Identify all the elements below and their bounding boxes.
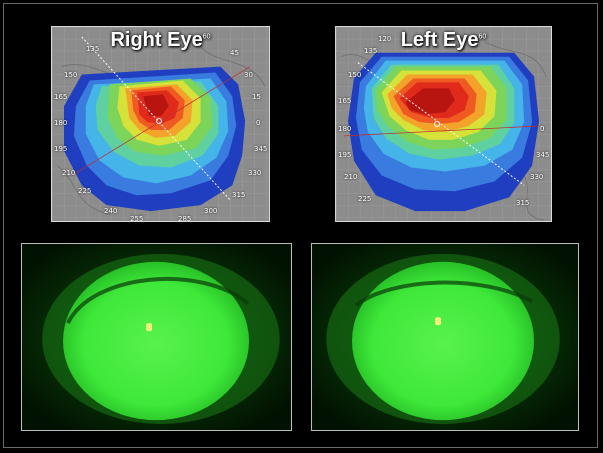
degree-label: 210 <box>344 173 358 181</box>
left-eye-photo-svg <box>312 244 578 430</box>
degree-label: 165 <box>54 93 68 101</box>
degree-label: 135 <box>364 47 378 55</box>
degree-label: 180 <box>338 125 352 133</box>
degree-label: 135 <box>86 45 100 53</box>
degree-label: 345 <box>536 151 550 159</box>
degree-label: 120 <box>378 35 392 43</box>
degree-label: 195 <box>54 145 68 153</box>
degree-label: 150 <box>348 71 362 79</box>
degree-label: 195 <box>338 151 352 159</box>
degree-label: 15 <box>252 93 261 101</box>
degree-label: 330 <box>530 173 544 181</box>
degree-label: 255 <box>130 215 144 222</box>
right-eye-photo-svg <box>22 244 291 430</box>
degree-label: 210 <box>62 169 76 177</box>
right-eye-fluorescein-photo <box>21 243 292 431</box>
degree-label: 285 <box>178 215 192 222</box>
degree-label: 315 <box>232 191 246 199</box>
left-eye-title: Left Eye60 <box>400 29 487 51</box>
left-eye-topography-map: Left Eye60 120 135 150 165 180 0 195 345… <box>335 26 552 222</box>
degree-label: 165 <box>338 97 352 105</box>
degree-label: 30 <box>244 71 253 79</box>
degree-label: 345 <box>254 145 268 153</box>
degree-label: 150 <box>64 71 78 79</box>
degree-label: 0 <box>540 125 545 133</box>
right-eye-color-zones <box>63 66 246 212</box>
degree-label: 180 <box>54 119 68 127</box>
degree-label: 225 <box>78 187 92 195</box>
left-eye-color-zones <box>347 52 540 212</box>
degree-label: 300 <box>204 207 218 215</box>
degree-label: 315 <box>516 199 530 207</box>
degree-label: 330 <box>248 169 262 177</box>
right-eye-title: Right Eye60 <box>110 29 211 51</box>
right-eye-topography-svg <box>52 27 269 221</box>
left-eye-topography-svg <box>336 27 551 221</box>
degree-label: 0 <box>256 119 261 127</box>
left-eye-fluorescein-photo <box>311 243 579 431</box>
degree-label: 240 <box>104 207 118 215</box>
degree-label: 225 <box>358 195 372 203</box>
right-eye-topography-map: Right Eye60 135 45 150 30 165 15 180 0 1… <box>51 26 270 222</box>
degree-label: 45 <box>230 49 239 57</box>
